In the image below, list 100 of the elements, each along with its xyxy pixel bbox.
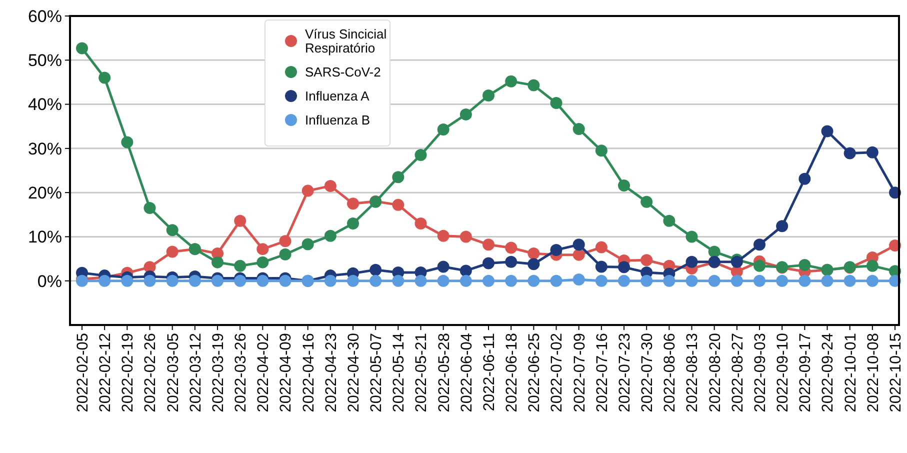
point	[482, 274, 494, 287]
point	[528, 258, 540, 270]
point	[256, 256, 269, 268]
point	[640, 274, 653, 287]
point	[324, 180, 336, 192]
point	[821, 125, 834, 138]
point	[572, 248, 585, 261]
point	[550, 244, 562, 256]
point	[708, 274, 720, 287]
x-tick-label: 2022-03-26	[232, 333, 250, 412]
point	[776, 274, 788, 287]
x-tick-label: 2022-08-06	[662, 333, 679, 412]
x-tick-label: 2022-10-15	[887, 333, 904, 412]
point	[437, 230, 450, 242]
point	[437, 260, 450, 273]
point	[347, 274, 359, 287]
x-tick-label: 2022-06-11	[480, 333, 498, 412]
x-tick-label: 2022-10-08	[864, 333, 882, 412]
point	[121, 136, 134, 148]
point	[505, 274, 518, 287]
point	[686, 274, 698, 287]
point	[550, 274, 562, 287]
point	[212, 256, 224, 268]
x-tick-label: 2022-09-24	[820, 332, 837, 412]
point	[234, 214, 246, 227]
x-tick-label: 2022-05-28	[436, 333, 453, 412]
y-tick-label: 40%	[28, 95, 62, 114]
y-tick-label: 0%	[37, 272, 62, 291]
point	[279, 248, 292, 260]
x-tick-label: 2022-04-02	[255, 333, 272, 412]
point	[302, 184, 314, 197]
point	[528, 274, 540, 287]
legend-label: SARS-CoV-2	[305, 64, 381, 80]
x-tick-label: 2022-02-19	[120, 333, 137, 412]
point	[618, 261, 630, 274]
point	[347, 198, 359, 210]
point	[844, 274, 856, 287]
x-tick-label: 2022-02-12	[97, 333, 114, 412]
point	[754, 238, 766, 251]
x-tick-label: 2022-04-23	[322, 333, 340, 412]
point	[595, 260, 608, 273]
point	[505, 256, 518, 268]
y-tick-label: 10%	[28, 228, 62, 247]
point	[798, 274, 811, 287]
x-tick-label: 2022-08-27	[729, 333, 746, 412]
point	[754, 274, 766, 287]
x-tick-label: 2022-07-09	[571, 333, 588, 412]
legend-label: Influenza B	[305, 112, 370, 128]
point	[279, 235, 292, 248]
point	[324, 230, 336, 242]
point	[166, 274, 178, 287]
point	[212, 274, 224, 287]
x-tick-label: 2022-07-30	[639, 332, 656, 412]
point	[866, 260, 878, 272]
point	[528, 79, 540, 92]
point	[392, 171, 404, 184]
point	[234, 274, 246, 287]
point	[98, 274, 111, 287]
x-tick-label: 2022-05-14	[390, 332, 408, 412]
x-tick-label: 2022-06-18	[504, 333, 521, 412]
point	[482, 238, 494, 251]
point	[414, 149, 427, 162]
point	[572, 274, 585, 286]
x-tick-label: 2022-05-21	[413, 333, 430, 412]
y-tick-label: 60%	[28, 6, 62, 26]
point	[754, 260, 766, 272]
point	[460, 264, 472, 277]
point	[482, 257, 494, 270]
x-tick-label: 2022-04-09	[278, 333, 295, 412]
point	[76, 42, 88, 54]
point	[844, 147, 856, 160]
point	[414, 217, 427, 230]
point	[866, 146, 878, 158]
x-tick-label: 2022-05-07	[368, 333, 386, 412]
x-tick-label: 2022-03-05	[164, 333, 182, 412]
point	[437, 123, 450, 136]
point	[98, 72, 111, 84]
point	[505, 242, 518, 254]
x-tick-label: 2022-09-17	[797, 333, 814, 412]
point	[572, 238, 585, 251]
x-tick-label: 2022-09-10	[774, 332, 792, 412]
point	[166, 246, 178, 258]
y-tick-label: 20%	[28, 184, 62, 203]
x-tick-label: 2022-03-19	[210, 333, 227, 412]
point	[144, 274, 156, 287]
point	[528, 247, 540, 260]
point	[686, 230, 698, 243]
point	[121, 274, 134, 287]
point	[392, 198, 404, 211]
legend-label: Vírus Sincicial Respiratório	[305, 26, 387, 56]
x-tick-label: 2022-03-12	[187, 333, 204, 412]
x-tick-label: 2022-08-13	[684, 333, 702, 412]
point	[256, 243, 269, 256]
point	[708, 246, 720, 258]
point	[414, 274, 427, 287]
point	[686, 256, 698, 268]
point	[279, 274, 292, 287]
point	[640, 254, 653, 266]
point	[370, 274, 382, 287]
point	[460, 108, 472, 120]
